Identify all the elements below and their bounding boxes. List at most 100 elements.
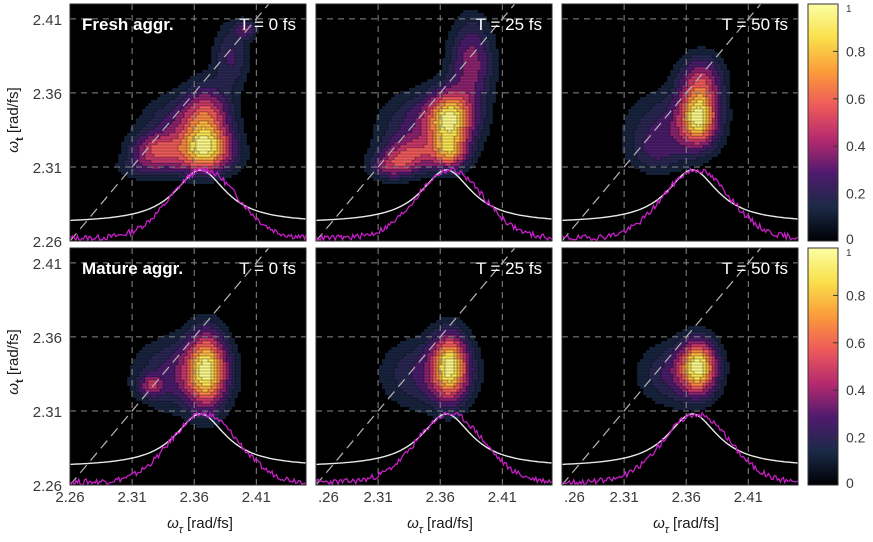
- x-tick-label: 2.36: [426, 489, 455, 506]
- time-label: T = 0 fs: [239, 15, 296, 34]
- colorbar-tick-label: 0.2: [846, 430, 866, 446]
- x-tick-label: 2.36: [180, 489, 209, 506]
- linear-spectrum-curve: [316, 413, 552, 466]
- y-axis-label-sub: t: [14, 137, 26, 141]
- colorbar-gradient: [807, 247, 839, 486]
- y-tick-label: 2.31: [33, 404, 62, 421]
- x-tick-label: 2.26: [55, 489, 84, 506]
- x-axis-label-sub: τ: [419, 524, 424, 536]
- y-tick-label: 2.31: [33, 160, 62, 177]
- projection-curve: [562, 411, 798, 485]
- x-tick-label: .26: [564, 489, 585, 506]
- colorbar-tick-label: 0.2: [846, 186, 866, 202]
- y-tick-label: 2.41: [33, 12, 62, 29]
- x-axis-label: ωτ [rad/fs]: [407, 515, 473, 536]
- x-axis-label-sub: τ: [179, 524, 184, 536]
- x-axis-label-symbol: ω: [653, 515, 665, 532]
- linear-spectrum-curve: [70, 169, 306, 222]
- contour-level: [690, 358, 704, 375]
- contour-layer: [316, 4, 552, 241]
- contour-layer: [562, 248, 798, 485]
- time-label: T = 50 fs: [722, 15, 788, 34]
- row-label: Mature aggr.: [82, 259, 183, 278]
- contour-layer: [70, 4, 306, 241]
- contour-level: [690, 105, 704, 128]
- projection-curve: [316, 166, 552, 241]
- x-axis-label-units: [rad/fs]: [183, 515, 233, 532]
- colorbar-tick-label: 0.8: [846, 43, 866, 59]
- x-axis-label-units: [rad/fs]: [423, 515, 473, 532]
- heatmap-panel: T = 0 fs Mature aggr.: [69, 247, 307, 486]
- y-tick-label: 2.26: [33, 478, 62, 495]
- colorbar-tick-label: 0: [846, 231, 854, 247]
- projection-curve: [316, 411, 552, 485]
- y-tick-label: 2.36: [33, 86, 62, 103]
- heatmap-panel: T = 0 fs Fresh aggr.: [69, 3, 307, 242]
- x-axis-label-symbol: ω: [167, 515, 179, 532]
- panel-frame: [69, 3, 307, 242]
- contour-level: [444, 358, 455, 378]
- x-tick-label: 2.31: [118, 489, 147, 506]
- panel-frame: [561, 247, 799, 486]
- heatmap-panel: T = 25 fs: [315, 247, 553, 486]
- diagonal-line: [316, 4, 516, 241]
- heatmap-panel: T = 50 fs: [561, 3, 799, 242]
- contour-level: [198, 358, 212, 381]
- x-tick-label: 2.31: [610, 489, 639, 506]
- row-label: Fresh aggr.: [82, 15, 174, 34]
- colorbar-tick-label: 0.6: [846, 335, 866, 351]
- colorbar-top-tick-label: 1: [846, 248, 852, 259]
- y-tick-label: 2.26: [33, 234, 62, 251]
- y-axis-label-sub: t: [14, 379, 26, 383]
- colorbar-tick-label: 0.6: [846, 91, 866, 107]
- colorbar-gradient: [807, 3, 839, 242]
- diagonal-line: [70, 248, 270, 485]
- heatmap-panel: T = 50 fs: [561, 247, 799, 486]
- y-tick-label: 2.36: [33, 330, 62, 347]
- linear-spectrum-curve: [562, 413, 798, 466]
- contour-layer: [70, 248, 306, 485]
- y-axis-label-units: [rad/fs]: [5, 329, 22, 379]
- x-tick-label: 2.41: [488, 489, 517, 506]
- projection-curve: [70, 411, 306, 485]
- x-axis-label: ωτ [rad/fs]: [167, 515, 233, 536]
- x-axis-ticks: 2.26 2.31 2.36 2.41 .26 2.31 2.36 2.41 .26 2.31 2.…: [55, 489, 763, 506]
- x-tick-label: 2.36: [672, 489, 701, 506]
- diagonal-line: [316, 248, 516, 485]
- heatmap-panel: T = 25 fs: [315, 3, 553, 242]
- y-tick-label: 2.41: [33, 256, 62, 273]
- contour-layer: [316, 248, 552, 485]
- panel-frame: [561, 3, 799, 242]
- linear-spectrum-curve: [562, 169, 798, 222]
- colorbar: 0 0.2 0.4 0.6 0.8 1: [807, 3, 866, 247]
- diagonal-line: [562, 4, 762, 241]
- x-axis-label: ωτ [rad/fs]: [653, 515, 719, 536]
- colorbar-tick-label: 0.8: [846, 287, 866, 303]
- x-tick-label: 2.41: [242, 489, 271, 506]
- y-axis-label-symbol: ω: [5, 141, 22, 153]
- colorbar-tick-label: 0.4: [846, 138, 866, 154]
- y-axis-label: ωt [rad/fs]: [5, 87, 26, 152]
- colorbar: 0 0.2 0.4 0.6 0.8 1: [807, 247, 866, 491]
- contour-level: [195, 135, 212, 155]
- panel-frame: [69, 247, 307, 486]
- time-label: T = 25 fs: [476, 15, 542, 34]
- diagonal-line: [70, 4, 270, 241]
- panel-frame: [315, 247, 553, 486]
- y-axis-label-units: [rad/fs]: [5, 87, 22, 137]
- x-tick-label: .26: [318, 489, 339, 506]
- diagonal-line: [562, 248, 762, 485]
- x-axis-label-units: [rad/fs]: [669, 515, 719, 532]
- panel-frame: [315, 3, 553, 242]
- time-label: T = 25 fs: [476, 259, 542, 278]
- colorbar-tick-label: 0.4: [846, 382, 866, 398]
- colorbar-top-tick-label: 1: [846, 4, 852, 15]
- projection-curve: [70, 166, 306, 241]
- x-tick-label: 2.31: [364, 489, 393, 506]
- colorbar-tick-label: 0: [846, 475, 854, 491]
- contour-layer: [562, 4, 798, 241]
- x-axis-label-symbol: ω: [407, 515, 419, 532]
- projection-curve: [562, 167, 798, 241]
- y-axis-ticks: 2.41 2.36 2.31 2.26 2.41 2.36 2.31 2.26: [33, 12, 62, 495]
